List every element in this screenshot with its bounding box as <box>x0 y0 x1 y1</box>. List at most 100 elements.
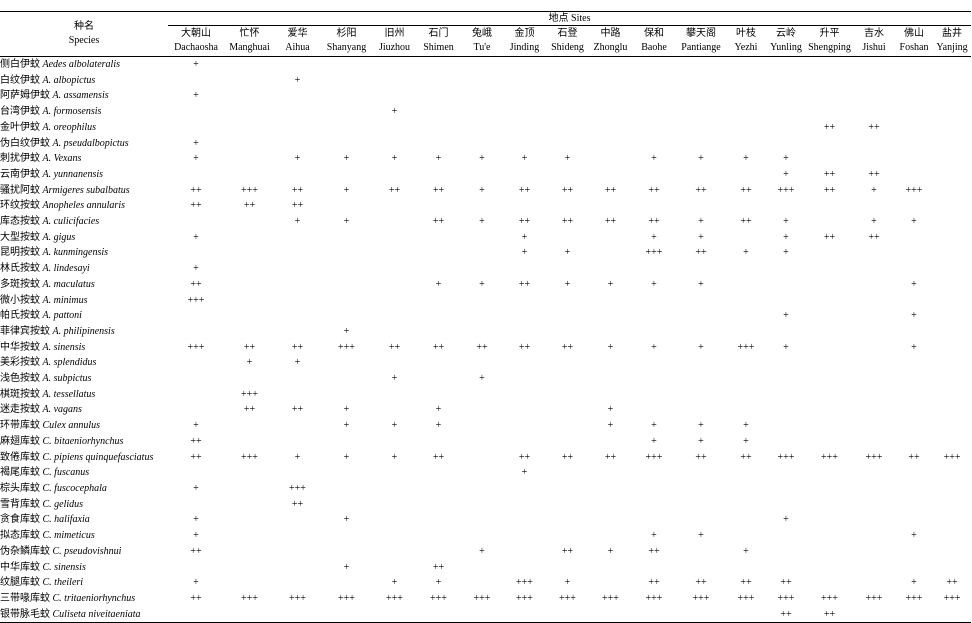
species-name-scientific: C. fuscanus <box>42 467 90 479</box>
table-row: 白纹伊蚊 A. albopictus + <box>0 73 971 89</box>
abundance-cell <box>373 544 416 560</box>
species-name-scientific: A. maculatus <box>42 278 95 290</box>
abundance-cell: + <box>911 577 917 589</box>
abundance-cell: + <box>343 325 350 337</box>
species-name-zh: 骚扰阿蚊 <box>0 184 40 196</box>
abundance-cell <box>676 355 726 371</box>
site-name-zh: 攀天阁 <box>686 28 716 39</box>
abundance-cell <box>461 497 503 513</box>
abundance-cell <box>275 293 320 309</box>
abundance-cell <box>726 167 766 183</box>
abundance-cell <box>589 167 632 183</box>
abundance-cell: +++ <box>473 592 491 604</box>
species-header-en: Species <box>68 35 100 46</box>
abundance-cell: + <box>783 247 789 259</box>
abundance-cell <box>416 434 461 450</box>
abundance-cell <box>373 136 416 152</box>
abundance-cell <box>224 606 275 623</box>
abundance-cell <box>895 293 933 309</box>
abundance-cell <box>589 575 632 591</box>
abundance-cell <box>806 198 853 214</box>
abundance-cell: ++ <box>190 435 202 447</box>
abundance-cell: ++ <box>766 606 806 623</box>
abundance-cell <box>168 245 224 261</box>
abundance-cell <box>320 88 373 104</box>
table-row: 环纹按蚊 Anopheles annularis ++ ++ ++ <box>0 198 971 214</box>
abundance-cell <box>275 245 320 261</box>
abundance-cell <box>373 402 416 418</box>
abundance-cell <box>766 57 806 73</box>
abundance-cell <box>726 73 766 89</box>
abundance-cell <box>895 560 933 576</box>
abundance-cell <box>853 418 895 434</box>
abundance-cell <box>766 88 806 104</box>
abundance-cell: + <box>435 153 442 165</box>
species-name-scientific: A. albopictus <box>42 74 96 86</box>
abundance-cell <box>806 402 853 418</box>
abundance-cell <box>806 371 853 387</box>
abundance-cell <box>933 136 971 152</box>
abundance-cell <box>895 371 933 387</box>
abundance-cell <box>373 261 416 277</box>
abundance-cell <box>806 575 853 591</box>
abundance-cell: + <box>193 231 199 243</box>
abundance-cell <box>766 387 806 403</box>
abundance-cell <box>416 57 461 73</box>
abundance-cell <box>853 371 895 387</box>
site-header-yezhi: 叶枝 Yezhi <box>726 25 766 57</box>
abundance-cell: ++ <box>604 451 617 463</box>
abundance-cell: + <box>343 561 350 573</box>
table-row: 伪白纹伊蚊 A. pseudalbopictus + <box>0 136 971 152</box>
abundance-cell <box>589 88 632 104</box>
species-name-zh: 美彩按蚊 <box>0 357 40 369</box>
abundance-cell <box>806 560 853 576</box>
abundance-cell <box>806 261 853 277</box>
abundance-cell: + <box>651 530 657 542</box>
species-name-zh: 迷走按蚊 <box>0 404 40 416</box>
abundance-cell <box>461 575 503 591</box>
abundance-cell: +++ <box>943 592 961 604</box>
abundance-cell <box>806 434 853 450</box>
abundance-cell <box>373 497 416 513</box>
abundance-cell <box>895 230 933 246</box>
abundance-cell: + <box>391 420 398 432</box>
site-name-en: Manghuai <box>229 42 270 53</box>
abundance-cell <box>503 136 546 152</box>
abundance-cell <box>895 167 933 183</box>
abundance-cell <box>933 387 971 403</box>
abundance-cell <box>632 198 676 214</box>
abundance-cell <box>806 465 853 481</box>
abundance-cell <box>806 497 853 513</box>
abundance-cell: + <box>743 247 749 259</box>
species-name-cell: 棋斑按蚊 A. tessellatus <box>0 387 168 403</box>
abundance-cell <box>503 387 546 403</box>
abundance-cell <box>895 88 933 104</box>
abundance-cell <box>416 308 461 324</box>
species-name-cell: 中华库蚊 C. sinensis <box>0 560 168 576</box>
abundance-cell <box>632 73 676 89</box>
table-row: 褐尾库蚊 C. fuscanus + <box>0 465 971 481</box>
abundance-cell: + <box>193 90 199 102</box>
abundance-cell <box>853 575 895 591</box>
species-name-scientific: A. kunmingensis <box>42 247 109 259</box>
abundance-cell <box>224 277 275 293</box>
abundance-cell: ++ <box>908 451 920 463</box>
abundance-cell <box>632 560 676 576</box>
abundance-cell <box>224 308 275 324</box>
abundance-cell <box>895 402 933 418</box>
abundance-cell <box>806 528 853 544</box>
abundance-cell <box>895 544 933 560</box>
abundance-cell: + <box>607 404 614 416</box>
abundance-cell <box>373 355 416 371</box>
species-name-cell: 刺扰伊蚊 A. Vexans <box>0 151 168 167</box>
abundance-cell <box>853 88 895 104</box>
abundance-cell <box>766 261 806 277</box>
species-name-cell: 阿萨姆伊蚊 A. assamensis <box>0 88 168 104</box>
abundance-cell: + <box>479 184 485 196</box>
abundance-cell: + <box>343 404 350 416</box>
abundance-cell <box>546 73 589 89</box>
site-header-shanyang: 杉阳 Shanyang <box>320 25 373 57</box>
abundance-cell <box>766 497 806 513</box>
abundance-cell <box>275 544 320 560</box>
abundance-cell <box>503 88 546 104</box>
